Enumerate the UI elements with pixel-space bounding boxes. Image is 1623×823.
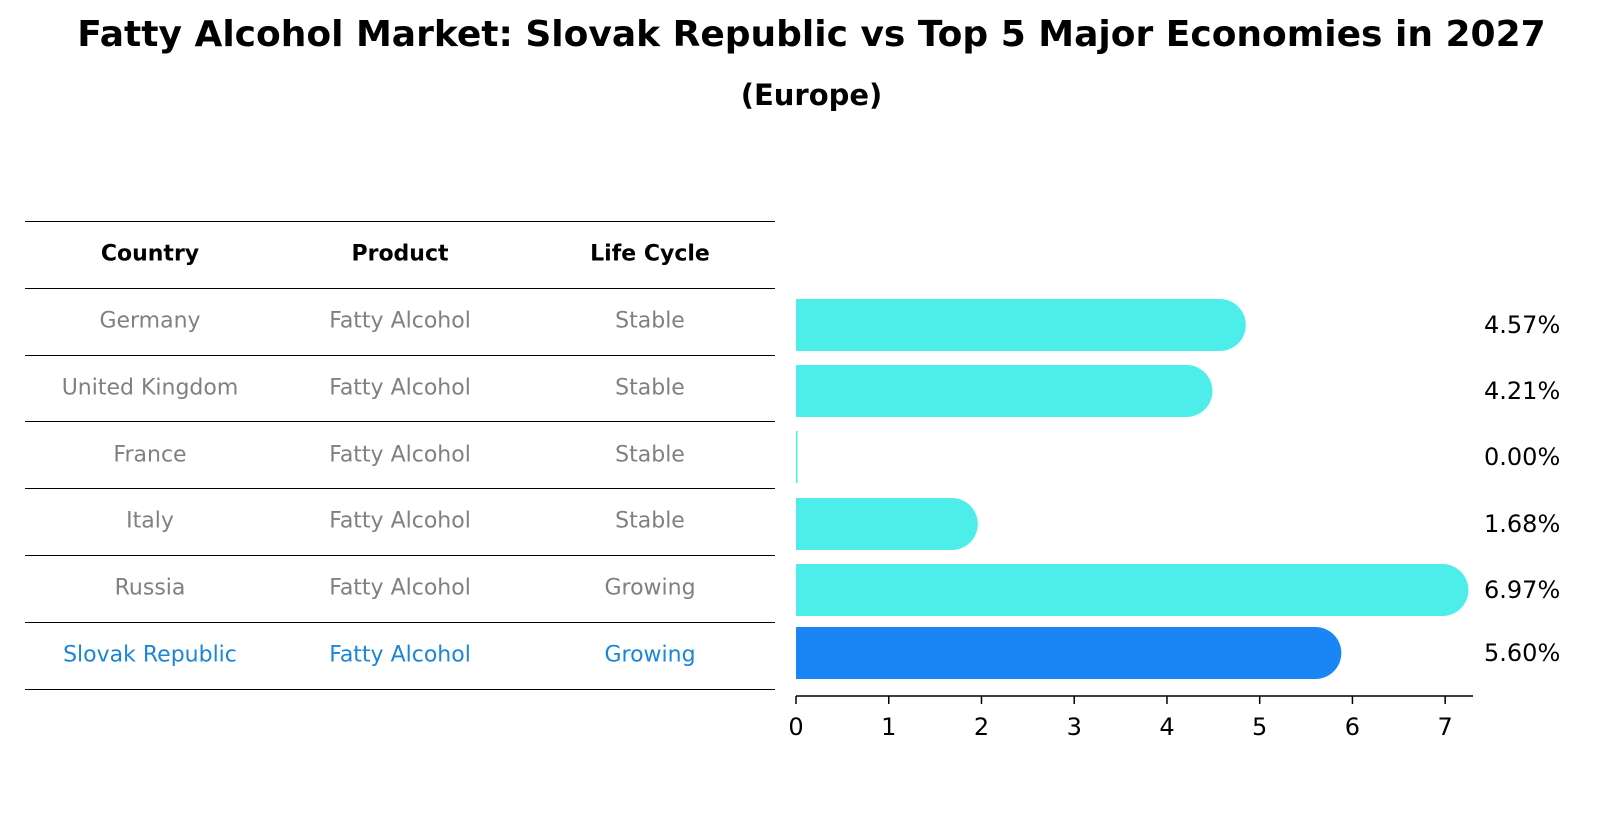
table-rule [25,421,775,422]
x-tick-label: 7 [1438,713,1453,741]
table-cell-product-highlight: Fatty Alcohol [329,642,471,668]
table-cell-product: Fatty Alcohol [329,308,471,334]
data-label: 5.60% [1484,639,1560,667]
table-rule [25,689,775,690]
table-rule [25,355,775,356]
table-rule [25,555,775,556]
table-header-country: Country [100,241,200,267]
table-cell-life-cycle: Stable [615,508,685,534]
data-label: 0.00% [1484,443,1560,471]
table-cell-product: Fatty Alcohol [329,375,471,401]
table-cell-country: United Kingdom [61,375,239,401]
x-tick-label: 4 [1159,713,1174,741]
bar [796,431,798,483]
table-cell-country-highlight: Slovak Republic [63,642,237,668]
bar [796,498,978,550]
table-cell-life-cycle: Growing [604,575,696,601]
table-cell-life-cycle: Stable [615,375,685,401]
x-tick-label: 2 [974,713,989,741]
bar [796,299,1246,351]
table-rule [25,622,775,623]
table-cell-life-cycle-highlight: Growing [604,642,696,668]
table-cell-life-cycle: Stable [615,308,685,334]
data-label: 4.57% [1484,311,1560,339]
x-tick-label: 6 [1345,713,1360,741]
chart-title: Fatty Alcohol Market: Slovak Republic vs… [77,14,1546,55]
table-header-life-cycle: Life Cycle [590,241,710,267]
table-cell-country: Germany [99,308,201,334]
table-rule [25,488,775,489]
table-cell-product: Fatty Alcohol [329,508,471,534]
table-cell-product: Fatty Alcohol [329,442,471,468]
chart-subtitle: (Europe) [740,78,883,112]
bar [796,365,1213,417]
table-cell-life-cycle: Stable [615,442,685,468]
x-tick-label: 1 [881,713,896,741]
table-cell-country: Russia [114,575,186,601]
table-cell-country: Italy [126,508,174,534]
table-header-product: Product [351,241,449,267]
data-label: 6.97% [1484,576,1560,604]
data-label: 1.68% [1484,510,1560,538]
table-cell-country: France [113,442,187,468]
data-label: 4.21% [1484,377,1560,405]
x-tick-label: 5 [1252,713,1267,741]
bar [796,564,1469,616]
x-tick-label: 0 [788,713,803,741]
table-cell-product: Fatty Alcohol [329,575,471,601]
table-rule [25,221,775,222]
bar [796,627,1342,679]
table-rule [25,288,775,289]
x-tick-label: 3 [1067,713,1082,741]
